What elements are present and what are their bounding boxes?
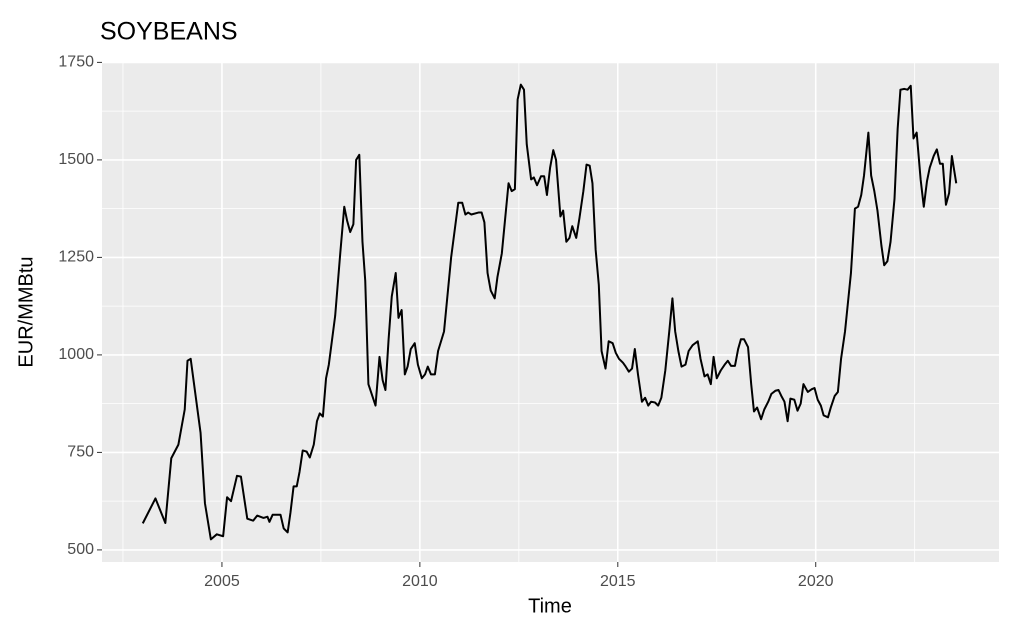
y-tick-label: 1250 (58, 249, 94, 266)
x-axis-label: Time (528, 595, 572, 617)
marks (141, 83, 958, 541)
x-tick-label: 2020 (798, 573, 834, 590)
y-tick-label: 500 (67, 541, 94, 558)
x-tick-label: 2010 (402, 573, 438, 590)
y-tick-label: 1750 (58, 54, 94, 71)
y-tick-label: 1500 (58, 151, 94, 168)
panel (102, 62, 999, 562)
y-tick-label: 1000 (58, 346, 94, 363)
y-axis-label: EUR/MMBtu (15, 256, 37, 367)
x-tick-label: 2005 (204, 573, 240, 590)
grid (102, 61, 999, 562)
line (141, 83, 958, 541)
x-tick-label: 2015 (600, 573, 636, 590)
y-tick-label: 750 (67, 444, 94, 461)
chart-title: SOYBEANS (100, 18, 238, 46)
